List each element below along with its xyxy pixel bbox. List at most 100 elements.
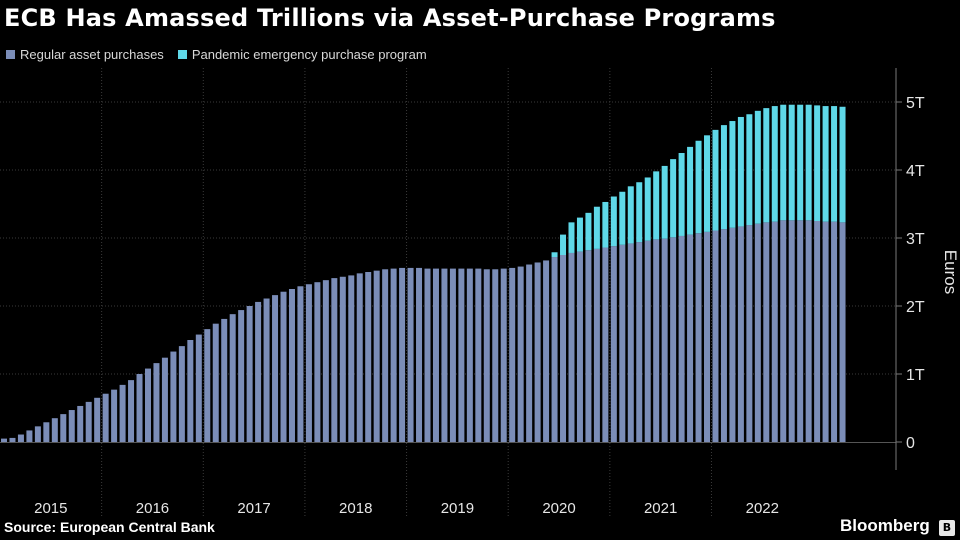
bar-pandemic bbox=[797, 104, 804, 221]
bar-regular bbox=[797, 220, 804, 442]
bar-regular bbox=[204, 329, 211, 442]
bar-pandemic bbox=[576, 217, 583, 252]
bar-regular bbox=[788, 220, 795, 442]
bar-regular bbox=[365, 272, 372, 442]
bar-regular bbox=[280, 291, 287, 442]
x-tick-label: 2017 bbox=[237, 500, 270, 517]
bar-regular bbox=[687, 234, 694, 442]
bar-pandemic bbox=[780, 104, 787, 221]
bar-regular bbox=[526, 264, 533, 442]
bar-pandemic bbox=[805, 104, 812, 221]
bar-pandemic bbox=[636, 182, 643, 243]
bar-regular bbox=[43, 422, 50, 442]
bar-regular bbox=[576, 251, 583, 442]
legend-item-regular: Regular asset purchases bbox=[6, 47, 164, 62]
bar-regular bbox=[653, 239, 660, 442]
bar-regular bbox=[17, 434, 24, 442]
bar-regular bbox=[272, 295, 279, 442]
bar-regular bbox=[399, 267, 406, 442]
bar-regular bbox=[737, 226, 744, 442]
x-tick-label: 2022 bbox=[746, 500, 779, 517]
bar-regular bbox=[831, 221, 838, 442]
bar-regular bbox=[695, 233, 702, 442]
bar-regular bbox=[102, 393, 109, 442]
bar-regular bbox=[610, 246, 617, 442]
y-tick-label: 4T bbox=[906, 163, 925, 180]
bar-pandemic bbox=[729, 121, 736, 228]
bar-regular bbox=[509, 267, 516, 442]
x-tick-label: 2018 bbox=[339, 500, 372, 517]
bar-regular bbox=[771, 221, 778, 442]
bar-regular bbox=[255, 301, 262, 442]
bar-regular bbox=[144, 368, 151, 442]
x-tick-label: 2015 bbox=[34, 500, 67, 517]
bar-pandemic bbox=[551, 252, 558, 258]
bar-pandemic bbox=[746, 114, 753, 226]
bar-regular bbox=[77, 405, 84, 442]
bar-regular bbox=[763, 222, 770, 442]
bar-regular bbox=[178, 346, 185, 442]
bar-pandemic bbox=[737, 116, 744, 227]
bar-regular bbox=[568, 252, 575, 442]
bar-regular bbox=[288, 289, 295, 442]
bar-regular bbox=[229, 314, 236, 442]
bar-pandemic bbox=[822, 106, 829, 222]
bar-pandemic bbox=[831, 106, 838, 222]
bar-regular bbox=[483, 269, 490, 442]
bar-regular bbox=[382, 269, 389, 442]
bar-pandemic bbox=[585, 212, 592, 251]
bar-regular bbox=[458, 268, 465, 442]
bar-regular bbox=[729, 227, 736, 442]
bar-regular bbox=[170, 351, 177, 442]
bar-pandemic bbox=[771, 106, 778, 222]
bar-regular bbox=[602, 247, 609, 442]
bar-regular bbox=[9, 437, 16, 442]
bar-pandemic bbox=[678, 153, 685, 236]
bar-regular bbox=[128, 380, 135, 442]
bar-regular bbox=[593, 248, 600, 442]
y-axis-title: Euros bbox=[941, 250, 960, 294]
bar-pandemic bbox=[704, 135, 711, 232]
x-tick-label: 2019 bbox=[441, 500, 474, 517]
bar-pandemic bbox=[712, 129, 719, 231]
bar-regular bbox=[475, 268, 482, 442]
bar-pandemic bbox=[627, 186, 634, 244]
bar-regular bbox=[492, 269, 499, 442]
legend-label-pandemic: Pandemic emergency purchase program bbox=[191, 47, 427, 62]
bar-regular bbox=[619, 244, 626, 442]
bar-regular bbox=[432, 268, 439, 442]
bar-regular bbox=[161, 357, 168, 442]
bar-regular bbox=[331, 278, 338, 442]
bar-regular bbox=[449, 268, 456, 442]
bar-pandemic bbox=[687, 146, 694, 235]
bar-regular bbox=[636, 242, 643, 442]
bar-pandemic bbox=[560, 234, 567, 255]
bar-pandemic bbox=[670, 159, 677, 238]
bar-regular bbox=[560, 255, 567, 442]
bar-regular bbox=[339, 276, 346, 442]
bar-regular bbox=[822, 221, 829, 442]
bar-regular bbox=[441, 268, 448, 442]
bar-regular bbox=[712, 230, 719, 442]
bar-regular bbox=[644, 240, 651, 442]
bar-regular bbox=[153, 363, 160, 442]
y-tick-label: 1T bbox=[906, 367, 925, 384]
bar-regular bbox=[60, 414, 67, 442]
bar-regular bbox=[119, 384, 126, 442]
bar-regular bbox=[720, 229, 727, 442]
bar-pandemic bbox=[839, 106, 846, 223]
bar-regular bbox=[297, 286, 304, 442]
legend-label-regular: Regular asset purchases bbox=[20, 47, 164, 62]
bar-regular bbox=[780, 220, 787, 442]
bar-pandemic bbox=[644, 177, 651, 241]
bar-regular bbox=[111, 389, 118, 442]
bar-regular bbox=[678, 235, 685, 442]
bar-pandemic bbox=[568, 222, 575, 253]
x-tick-label: 2020 bbox=[542, 500, 575, 517]
x-tick-label: 2016 bbox=[136, 500, 169, 517]
bar-regular bbox=[356, 273, 363, 442]
bar-regular bbox=[51, 418, 58, 442]
bar-regular bbox=[34, 426, 41, 442]
bar-regular bbox=[212, 323, 219, 442]
